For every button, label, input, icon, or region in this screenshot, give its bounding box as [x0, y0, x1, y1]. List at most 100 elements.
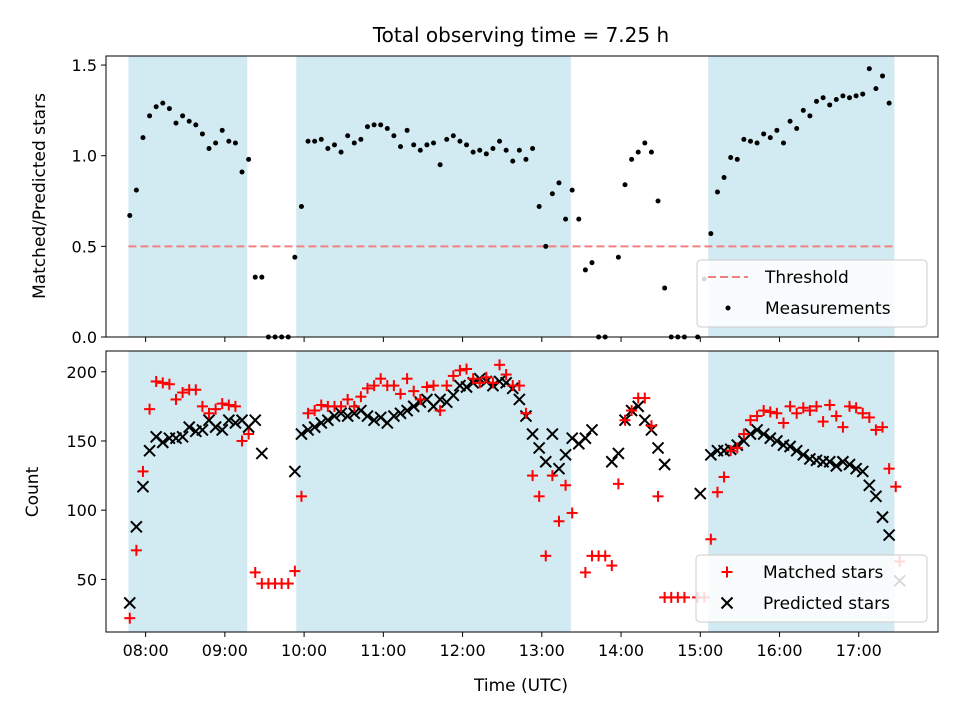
x-stroke-b — [374, 411, 387, 424]
measurement-point — [820, 95, 826, 101]
top-ylabel: Matched/Predicted stars — [30, 93, 50, 299]
predicted-star-point — [513, 393, 526, 406]
matched-star-point — [797, 402, 809, 414]
matched-star-point — [830, 410, 842, 422]
x-stroke-b — [750, 423, 764, 437]
x-stroke-b — [460, 380, 473, 394]
bottom-y-ticks: 50 100 150 200 — [66, 363, 106, 589]
matched-star-point — [414, 393, 426, 405]
matched-star-point — [566, 507, 578, 519]
x-stroke-b — [830, 459, 843, 473]
matched-star-point — [850, 402, 862, 414]
matched-star-point — [474, 377, 486, 389]
measurement-point — [497, 138, 503, 144]
matched-star-point — [295, 490, 307, 502]
measurement-point — [556, 180, 562, 186]
measurement-point — [147, 113, 153, 119]
predicted-star-point — [123, 596, 136, 610]
predicted-star-point — [295, 427, 308, 441]
matched-star-point — [599, 550, 611, 562]
predicted-star-point — [869, 490, 883, 503]
measurement-point — [391, 133, 397, 139]
matched-star-point — [870, 424, 882, 436]
matched-star-point — [711, 486, 723, 498]
predicted-star-point — [460, 380, 473, 394]
predicted-star-point — [348, 407, 361, 420]
x-stroke-b — [803, 452, 817, 466]
matched-star-point — [190, 384, 202, 396]
x-tick-label: 14:00 — [598, 641, 644, 660]
x-stroke-b — [790, 444, 803, 457]
measurement-point — [437, 162, 443, 168]
matched-star-point — [216, 398, 228, 410]
predicted-star-point — [328, 409, 341, 423]
measurement-point — [470, 149, 476, 155]
x-stroke-b — [565, 431, 579, 445]
matched-star-point — [348, 400, 360, 412]
measurement-point — [622, 182, 628, 188]
measurement-point — [721, 174, 727, 180]
predicted-star-point — [658, 458, 671, 471]
measurement-point — [180, 113, 186, 119]
measurement-point — [450, 133, 456, 139]
x-stroke-b — [651, 441, 665, 455]
measurement-point — [536, 203, 542, 209]
measurement-point — [404, 127, 410, 133]
x-stroke-b — [176, 430, 189, 444]
x-tick-label: 08:00 — [123, 641, 169, 660]
matched-star-point — [368, 380, 380, 392]
measurement-point — [252, 274, 258, 280]
measurement-point — [457, 138, 463, 144]
matched-star-point — [388, 380, 400, 392]
predicted-star-point — [334, 407, 348, 420]
x-stroke-b — [130, 520, 143, 534]
x-stroke-b — [328, 409, 341, 423]
measurement-point — [860, 91, 866, 97]
predicted-stars-points — [123, 372, 906, 610]
measurement-point — [642, 140, 648, 146]
predicted-star-point — [823, 455, 836, 468]
x-tick-label: 12:00 — [440, 641, 486, 660]
predicted-star-point — [229, 416, 242, 430]
measurement-point — [483, 151, 489, 157]
measurement-point — [358, 136, 364, 142]
predicted-star-point — [308, 420, 321, 434]
x-stroke-b — [612, 447, 625, 460]
predicted-star-point — [176, 430, 189, 444]
measurement-point — [153, 104, 159, 110]
x-stroke-b — [420, 393, 434, 406]
matched-star-point — [890, 481, 902, 493]
measurement-point — [629, 156, 635, 162]
x-stroke-b — [249, 414, 262, 427]
top-legend: Threshold Measurements — [696, 259, 928, 328]
matched-star-point — [454, 364, 466, 376]
x-stroke-b — [407, 400, 420, 413]
matched-star-point — [210, 403, 222, 415]
measurement-point — [398, 144, 404, 150]
matched-star-point — [758, 405, 770, 417]
measurement-point — [318, 136, 324, 142]
predicted-star-point — [612, 447, 625, 460]
legend-cross — [720, 596, 734, 610]
measurement-point — [662, 285, 668, 291]
measurement-point — [206, 145, 212, 151]
predicted-star-point — [849, 462, 863, 475]
matched-star-point — [447, 370, 459, 382]
matched-star-point — [434, 405, 446, 417]
legend-measurement-swatch — [725, 305, 731, 311]
x-stroke-b — [149, 430, 163, 444]
measurement-point — [371, 122, 377, 128]
measurement-point — [411, 142, 417, 148]
x-stroke-b — [720, 596, 734, 610]
matched-star-point — [619, 414, 631, 426]
matched-star-point — [315, 399, 327, 411]
bottom-ylabel: Count — [23, 466, 43, 517]
x-tick-label: 09:00 — [202, 641, 248, 660]
matched-star-point — [441, 380, 453, 392]
matched-star-point — [137, 465, 149, 477]
matched-star-point — [249, 566, 261, 578]
observing-window — [296, 351, 571, 632]
x-stroke-b — [334, 407, 348, 420]
y-tick-label: 0.0 — [72, 328, 97, 347]
matched-star-point — [289, 565, 301, 577]
